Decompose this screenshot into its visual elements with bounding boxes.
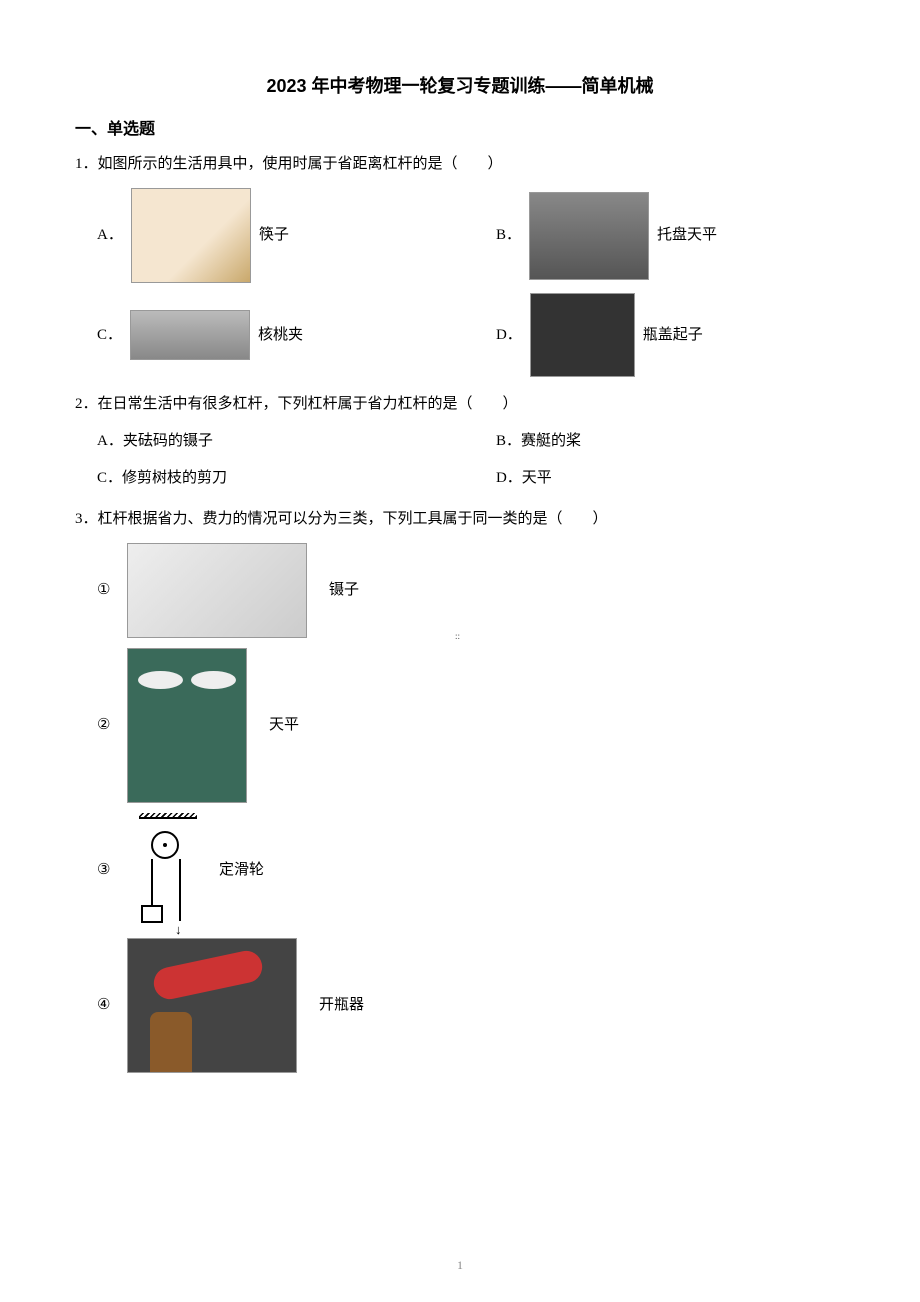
choice-d-name: 瓶盖起子 xyxy=(643,322,703,349)
pulley-weight-icon xyxy=(141,905,163,923)
pulley-wheel-icon xyxy=(151,831,179,859)
decorative-dots: :: xyxy=(455,628,460,644)
item-1-num: ① xyxy=(97,577,119,604)
item-2-name: 天平 xyxy=(269,712,299,739)
question-1-text: 1．如图所示的生活用具中，使用时属于省距离杠杆的是（ ） xyxy=(75,151,845,178)
item-4-name: 开瓶器 xyxy=(319,992,364,1019)
opener-image xyxy=(127,938,297,1073)
balance-image xyxy=(127,648,247,803)
choice-a-name: 筷子 xyxy=(259,222,289,249)
q2-choice-row-2: C．修剪树枝的剪刀 D．天平 xyxy=(97,465,845,492)
choice-b: B． 托盘天平 xyxy=(496,188,845,283)
pulley-diagram: ↓ xyxy=(127,813,197,928)
item-3: ③ ↓ 定滑轮 xyxy=(97,813,845,928)
choice-c-label: C． xyxy=(97,322,122,349)
bottle-opener-image xyxy=(530,293,635,377)
question-1: 1．如图所示的生活用具中，使用时属于省距离杠杆的是（ ） A． 筷子 B． 托盘… xyxy=(75,151,845,377)
item-3-name: 定滑轮 xyxy=(219,857,264,884)
q2-choice-d: D．天平 xyxy=(496,465,845,492)
choice-row-2: C． 核桃夹 D． 瓶盖起子 xyxy=(97,293,845,377)
tweezers-image xyxy=(127,543,307,638)
choice-d: D． 瓶盖起子 xyxy=(496,293,845,377)
item-4: ④ 开瓶器 xyxy=(97,938,845,1073)
choice-b-name: 托盘天平 xyxy=(657,222,717,249)
chopsticks-image xyxy=(131,188,251,283)
q2-choice-c: C．修剪树枝的剪刀 xyxy=(97,465,496,492)
choice-b-label: B． xyxy=(496,222,521,249)
choice-a: A． 筷子 xyxy=(97,188,496,283)
q2-choice-b: B．赛艇的桨 xyxy=(496,428,845,455)
item-4-num: ④ xyxy=(97,992,119,1019)
pulley-ceiling-icon xyxy=(139,813,197,819)
item-1-name: 镊子 xyxy=(329,577,359,604)
q2-choice-row-1: A．夹砝码的镊子 B．赛艇的桨 xyxy=(97,428,845,455)
choice-a-label: A． xyxy=(97,222,123,249)
nutcracker-image xyxy=(130,310,250,360)
choice-row-1: A． 筷子 B． 托盘天平 xyxy=(97,188,845,283)
balance-scale-image xyxy=(529,192,649,280)
pulley-rope-right-icon xyxy=(179,859,181,921)
item-2: ② 天平 xyxy=(97,648,845,803)
page-number: 1 xyxy=(0,1255,920,1277)
pulley-rope-left-icon xyxy=(151,859,153,907)
item-3-num: ③ xyxy=(97,857,119,884)
item-1: ① 镊子 xyxy=(97,543,845,638)
question-3-text: 3．杠杆根据省力、费力的情况可以分为三类，下列工具属于同一类的是（ ） xyxy=(75,506,845,533)
item-2-num: ② xyxy=(97,712,119,739)
choice-d-label: D． xyxy=(496,322,522,349)
question-2: 2．在日常生活中有很多杠杆，下列杠杆属于省力杠杆的是（ ） A．夹砝码的镊子 B… xyxy=(75,391,845,492)
question-3: 3．杠杆根据省力、费力的情况可以分为三类，下列工具属于同一类的是（ ） ① 镊子… xyxy=(75,506,845,1073)
choice-c-name: 核桃夹 xyxy=(258,322,303,349)
document-title: 2023 年中考物理一轮复习专题训练——简单机械 xyxy=(75,70,845,102)
question-2-text: 2．在日常生活中有很多杠杆，下列杠杆属于省力杠杆的是（ ） xyxy=(75,391,845,418)
section-header: 一、单选题 xyxy=(75,116,845,145)
q2-choice-a: A．夹砝码的镊子 xyxy=(97,428,496,455)
choice-c: C． 核桃夹 xyxy=(97,293,496,377)
